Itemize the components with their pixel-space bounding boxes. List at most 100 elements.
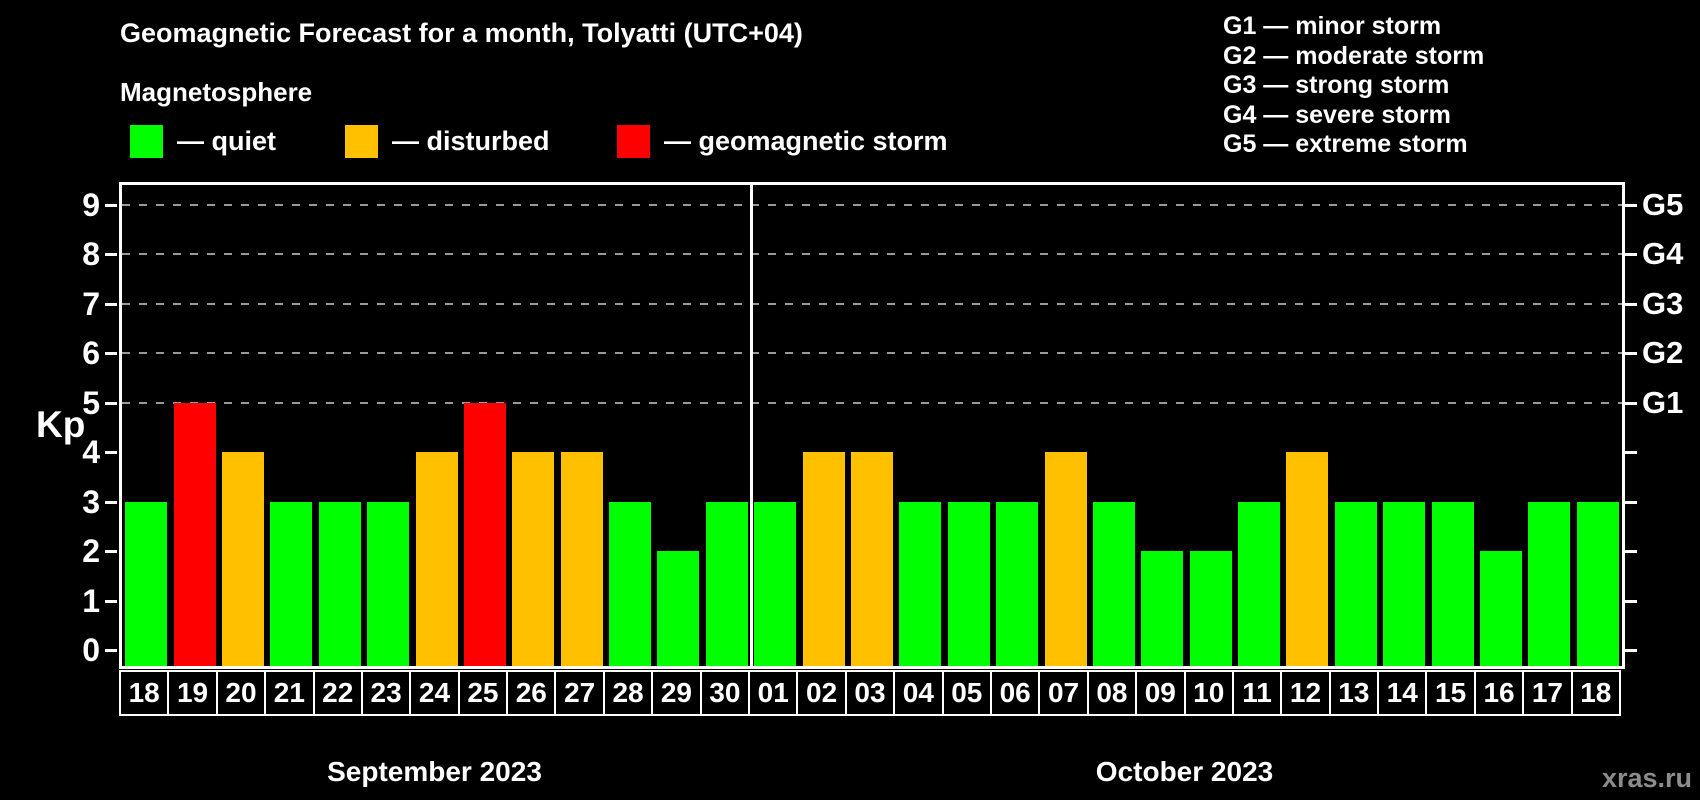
date-cell-september-29: 29	[651, 670, 702, 716]
g-legend-line: G5 — extreme storm	[1223, 130, 1468, 158]
right-axis-label-g2: G2	[1642, 335, 1684, 370]
date-cell-october-02: 02	[796, 670, 847, 716]
date-cell-september-18: 18	[119, 670, 170, 716]
y-tick-label-7: 7	[82, 285, 100, 322]
y-tick-left	[105, 302, 117, 306]
date-cell-october-09: 09	[1135, 670, 1186, 716]
y-tick-right	[1625, 500, 1637, 504]
y-tick-right	[1625, 550, 1637, 553]
date-cell-october-04: 04	[893, 670, 944, 716]
gridline-kp7	[122, 302, 1622, 305]
bar-october-04	[899, 501, 942, 666]
y-tick-left	[105, 550, 117, 553]
right-axis-label-g4: G4	[1642, 236, 1684, 271]
chart-subtitle: Magnetosphere	[120, 77, 313, 107]
y-tick-label-8: 8	[82, 236, 100, 272]
date-cell-september-19: 19	[167, 670, 218, 716]
bar-october-17	[1528, 501, 1571, 666]
y-tick-label-1: 1	[82, 582, 100, 619]
y-tick-label-6: 6	[82, 335, 100, 371]
date-cell-october-17: 17	[1522, 670, 1573, 716]
bar-september-28	[609, 501, 652, 666]
date-cell-september-27: 27	[554, 670, 605, 716]
watermark: xras.ru	[1601, 763, 1692, 793]
bar-september-23	[367, 501, 410, 666]
y-tick-left	[105, 599, 117, 603]
date-cell-september-20: 20	[215, 670, 267, 716]
y-tick-left	[105, 203, 117, 207]
y-axis-label: Kp	[36, 404, 86, 445]
date-cell-october-05: 05	[941, 670, 992, 716]
bar-october-12	[1286, 452, 1329, 666]
right-axis-label-g1: G1	[1642, 384, 1684, 420]
y-tick-right	[1625, 203, 1637, 207]
date-cell-october-15: 15	[1425, 670, 1476, 716]
y-tick-right	[1625, 599, 1637, 603]
date-cell-october-14: 14	[1377, 670, 1428, 716]
y-tick-left	[105, 649, 117, 652]
date-cell-october-18: 18	[1570, 670, 1621, 716]
right-axis-label-g5: G5	[1642, 186, 1684, 222]
bar-september-22	[318, 501, 361, 666]
y-tick-right	[1625, 352, 1637, 355]
bar-october-09	[1141, 551, 1184, 666]
date-cell-october-11: 11	[1231, 670, 1283, 716]
gridline-kp6	[122, 352, 1622, 354]
plot-area	[119, 182, 1625, 669]
bar-september-26	[512, 452, 555, 666]
chart-title: Geomagnetic Forecast for a month, Tolyat…	[120, 18, 803, 48]
bar-october-01	[754, 501, 797, 666]
bar-october-11	[1238, 501, 1281, 666]
date-cell-october-13: 13	[1328, 670, 1380, 716]
bar-october-13	[1334, 501, 1377, 666]
right-axis-label-g3: G3	[1642, 285, 1684, 321]
bar-october-18	[1576, 501, 1619, 666]
y-tick-right	[1625, 649, 1637, 652]
legend-item-disturbed: — disturbed	[345, 124, 550, 158]
bar-september-21	[270, 501, 313, 666]
bar-september-20	[221, 452, 264, 666]
y-tick-left	[105, 500, 117, 504]
bar-october-02	[802, 452, 845, 666]
date-cell-september-25: 25	[457, 670, 509, 716]
bar-september-30	[705, 501, 748, 666]
gridline-kp8	[122, 253, 1622, 255]
y-tick-left	[105, 401, 117, 405]
date-cell-september-28: 28	[602, 670, 654, 716]
legend-swatch-storm	[617, 124, 650, 158]
bar-september-24	[415, 452, 458, 666]
bar-september-27	[560, 452, 603, 666]
legend-item-quiet: — quiet	[130, 124, 276, 158]
date-cell-october-08: 08	[1086, 670, 1138, 716]
legend-item-storm: — geomagnetic storm	[617, 124, 948, 158]
legend-label-quiet: — quiet	[177, 125, 276, 156]
legend-label-disturbed: — disturbed	[392, 125, 550, 156]
y-tick-label-2: 2	[82, 533, 100, 569]
date-cell-september-22: 22	[312, 670, 363, 716]
date-cell-october-07: 07	[1038, 670, 1089, 716]
y-tick-label-3: 3	[82, 483, 100, 520]
legend-swatch-disturbed	[345, 124, 378, 158]
legend-label-storm: — geomagnetic storm	[664, 125, 948, 156]
bar-october-08	[1092, 501, 1135, 666]
bar-october-10	[1189, 551, 1232, 666]
bar-september-29	[657, 551, 700, 666]
g-legend-line: G1 — minor storm	[1223, 12, 1442, 40]
bar-september-19	[173, 402, 216, 666]
legend-swatch-quiet	[130, 124, 163, 158]
y-tick-label-0: 0	[82, 632, 100, 668]
bar-october-06	[996, 501, 1039, 666]
y-tick-right	[1625, 302, 1637, 306]
g-legend-line: G3 — strong storm	[1223, 71, 1450, 99]
y-tick-left	[105, 451, 117, 454]
date-cell-september-30: 30	[699, 670, 751, 716]
bar-october-05	[947, 501, 990, 666]
date-cell-september-23: 23	[360, 670, 412, 716]
date-cell-september-24: 24	[409, 670, 460, 716]
date-cell-october-16: 16	[1473, 670, 1525, 716]
bar-october-14	[1383, 501, 1426, 666]
g-legend-line: G2 — moderate storm	[1223, 41, 1485, 70]
y-tick-left	[105, 352, 117, 355]
y-tick-label-4: 4	[82, 434, 100, 470]
